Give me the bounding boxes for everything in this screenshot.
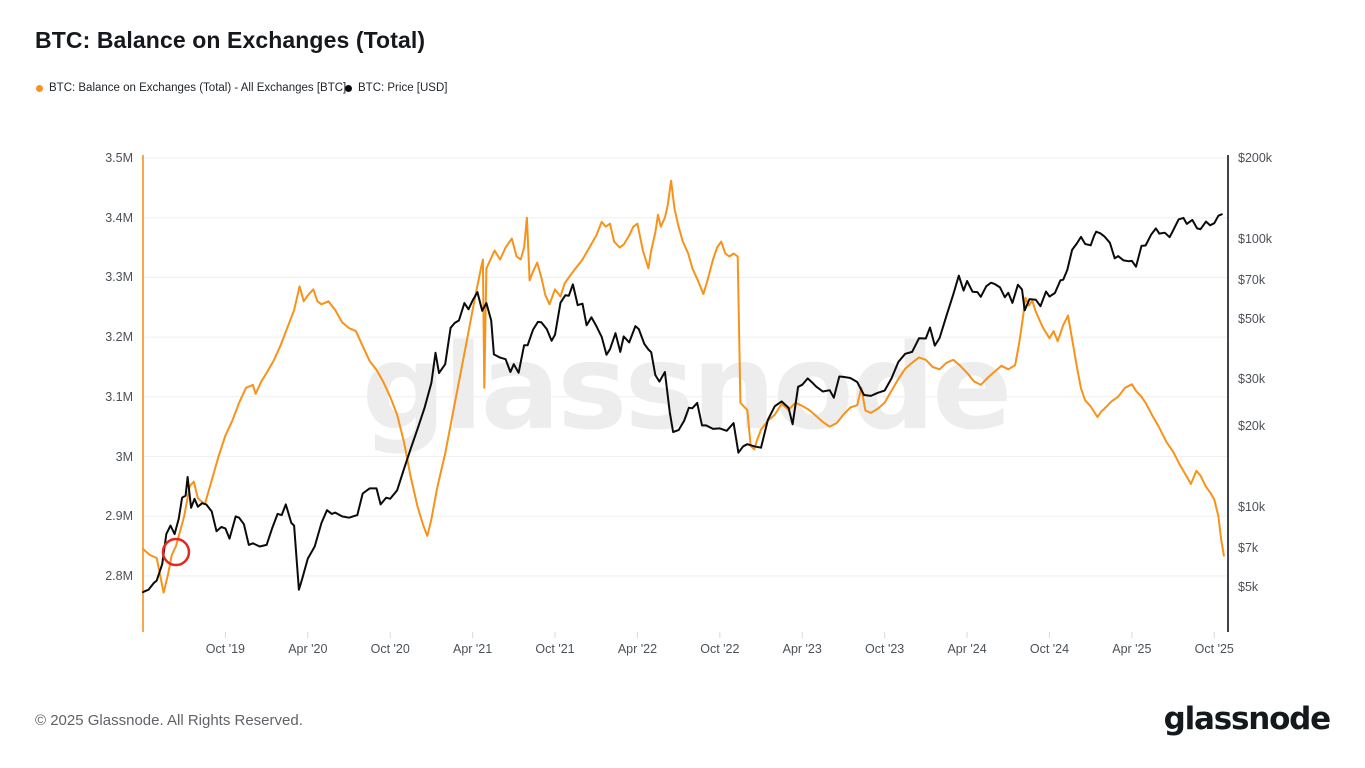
y-left-tick-label: 2.8M	[105, 568, 133, 583]
legend-label: BTC: Price [USD]	[358, 82, 448, 94]
y-right-tick-label: $30k	[1238, 371, 1266, 386]
balance-series-line[interactable]	[142, 179, 1225, 594]
y-left-tick-label: 3.1M	[105, 389, 133, 404]
x-tick-label: Oct '25	[1194, 642, 1234, 656]
y-right-tick-label: $70k	[1238, 273, 1266, 288]
glassnode-logo: glassnode	[1163, 701, 1332, 737]
page-title: BTC: Balance on Exchanges (Total)	[35, 27, 426, 53]
x-tick-label: Apr '21	[453, 642, 493, 656]
legend-dot-orange-icon	[36, 84, 43, 92]
copyright-text: © 2025 Glassnode. All Rights Reserved.	[35, 712, 303, 729]
red-circle-annotation	[161, 537, 191, 567]
x-tick-label: Apr '22	[617, 642, 658, 656]
legend-item-balance[interactable]: BTC: Balance on Exchanges (Total) - All …	[36, 82, 346, 94]
y-right-tick-label: $100k	[1238, 231, 1273, 246]
y-right-tick-label: $50k	[1238, 312, 1266, 327]
x-tick-label: Apr '25	[1112, 642, 1152, 656]
y-right-tick-label: $20k	[1238, 419, 1266, 433]
x-tick-label: Apr '24	[947, 642, 987, 656]
x-tick-label: Oct '20	[370, 642, 410, 656]
y-right-tick-label: $7k	[1238, 541, 1259, 556]
y-left-tick-label: 2.9M	[105, 509, 133, 524]
y-left-tick-label: 3.3M	[105, 270, 133, 285]
y-left-tick-label: 3.2M	[105, 330, 133, 345]
x-tick-label: Oct '23	[865, 642, 905, 656]
x-tick-label: Oct '24	[1029, 642, 1070, 656]
legend-dot-black-icon	[345, 84, 352, 92]
x-tick-label: Oct '19	[205, 642, 245, 656]
y-right-tick-label: $10k	[1238, 499, 1266, 514]
x-tick-label: Oct '21	[535, 642, 575, 656]
legend-label: BTC: Balance on Exchanges (Total) - All …	[49, 82, 347, 94]
legend-item-price[interactable]: BTC: Price [USD]	[345, 82, 447, 94]
y-left-tick-label: 3M	[115, 449, 133, 464]
y-right-tick-label: $200k	[1238, 151, 1273, 165]
price-series-line[interactable]	[142, 213, 1223, 594]
y-left-tick-label: 3.5M	[105, 151, 133, 165]
y-right-tick-label: $5k	[1238, 580, 1259, 595]
x-tick-label: Apr '20	[288, 642, 328, 656]
x-tick-label: Oct '22	[700, 642, 740, 656]
x-tick-label: Apr '23	[782, 642, 822, 656]
y-left-tick-label: 3.4M	[105, 210, 133, 225]
